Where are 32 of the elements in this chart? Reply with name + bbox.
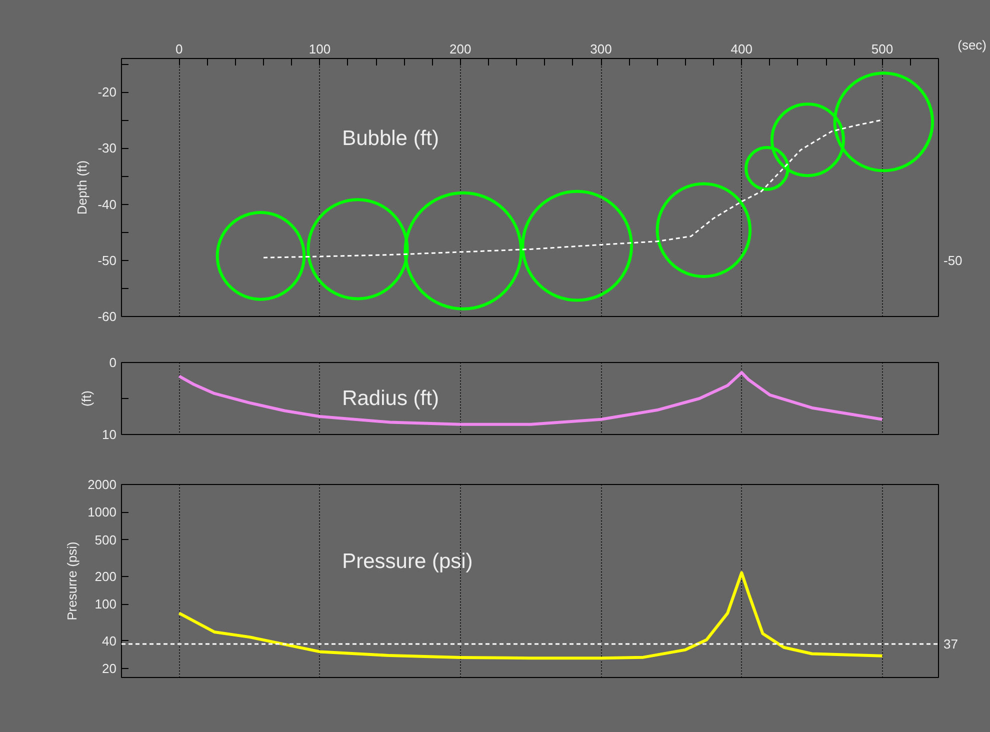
y-axis-title: (ft) [79, 390, 94, 406]
x-axis-title: (sec) [958, 38, 986, 52]
y-tick-label: 20 [102, 661, 117, 676]
y-tick-label: -20 [98, 84, 117, 100]
y-tick-label: 2000 [88, 477, 116, 492]
y-tick-label: 0 [109, 355, 117, 370]
x-tick-label: 200 [450, 42, 472, 56]
y-tick-label: 1000 [88, 504, 116, 520]
y-tick-label: -30 [98, 140, 117, 156]
text: Bubble (ft) [342, 126, 439, 150]
ref-line-label: 37 [944, 636, 958, 652]
line-series [178, 571, 884, 660]
text: Radius (ft) [342, 387, 439, 410]
text: Pressure (psi) [342, 550, 473, 574]
x-tick-label: 0 [176, 42, 183, 56]
line-series [178, 371, 884, 426]
y-tick-label: 40 [102, 633, 117, 648]
x-tick-label: 100 [308, 42, 331, 56]
line-series [262, 119, 882, 258]
y-tick-label: -60 [98, 309, 117, 324]
x-tick-label: 500 [871, 42, 894, 56]
y-axis-title: Depth (ft) [74, 160, 90, 215]
y-tick-label: 500 [94, 532, 117, 548]
x-tick-label: 400 [730, 42, 752, 56]
y-tick-label: 10 [102, 427, 117, 442]
y-tick-label: -50 [98, 252, 117, 268]
y-tick-label: 100 [94, 596, 117, 612]
text: -50 [944, 252, 962, 268]
y-tick-label: 200 [94, 569, 117, 584]
y-tick-label: -40 [98, 196, 117, 212]
y-axis-title: Presurre (psi) [64, 542, 80, 620]
x-tick-label: 300 [590, 42, 612, 56]
